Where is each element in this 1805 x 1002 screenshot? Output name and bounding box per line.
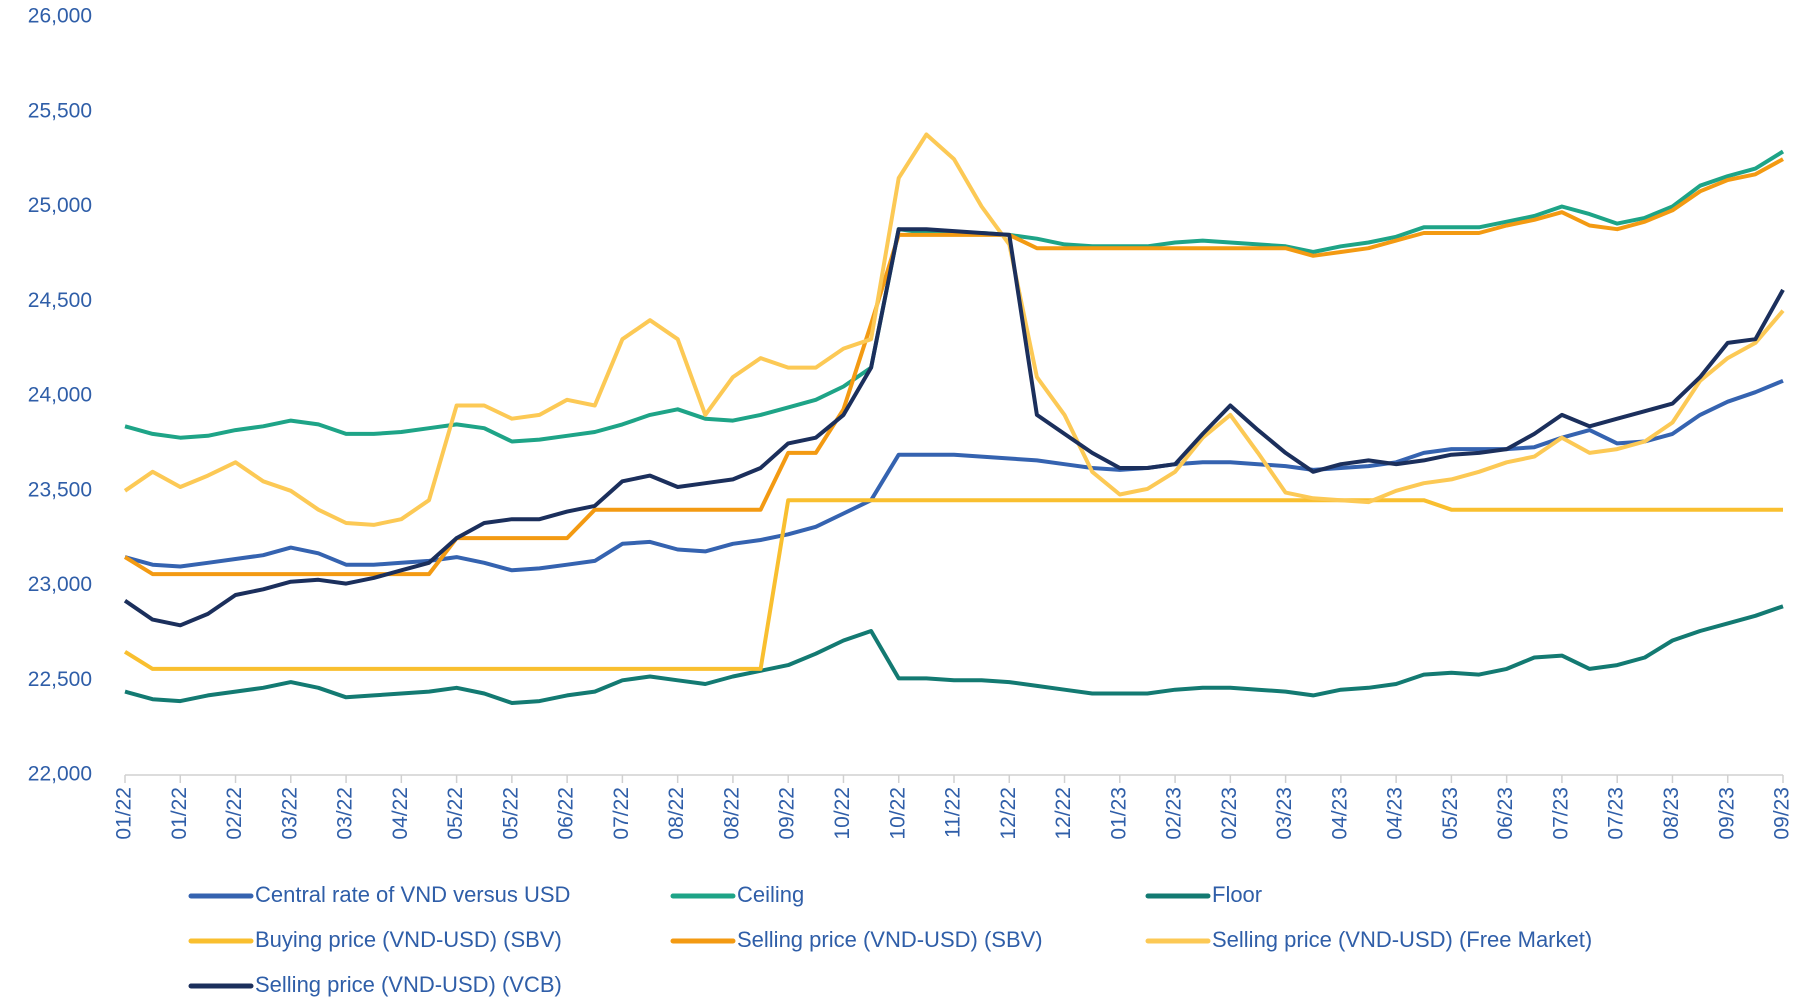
- series-line: [123, 498, 1783, 671]
- y-tick-label: 22,000: [28, 763, 92, 786]
- legend-label: Floor: [1212, 882, 1262, 907]
- x-tick-label: 04/23: [1328, 787, 1351, 840]
- legend-label: Ceiling: [737, 882, 804, 907]
- x-tick-label: 08/22: [665, 787, 688, 840]
- x-tick-label: 11/22: [942, 787, 965, 838]
- x-tick-label: 02/22: [223, 787, 246, 840]
- x-tick-label: 01/22: [168, 787, 191, 840]
- x-tick-label: 07/23: [1549, 787, 1572, 840]
- legend-label: Selling price (VND-USD) (VCB): [255, 972, 562, 997]
- x-tick-label: 06/22: [555, 787, 578, 840]
- x-tick-label: 01/23: [1107, 787, 1130, 840]
- x-tick-label: 12/22: [997, 787, 1020, 840]
- series-line: [123, 132, 1785, 527]
- x-tick-label: 06/23: [1494, 787, 1517, 840]
- legend-label: Buying price (VND-USD) (SBV): [255, 927, 562, 952]
- y-tick-label: 26,000: [28, 5, 92, 28]
- y-tick-label: 24,000: [28, 384, 92, 407]
- legend-label: Selling price (VND-USD) (Free Market): [1212, 927, 1592, 952]
- x-tick-label: 10/22: [831, 787, 854, 840]
- x-tick-label: 09/22: [776, 787, 799, 840]
- x-tick-label: 04/22: [389, 787, 412, 840]
- x-tick-label: 03/22: [334, 787, 357, 840]
- y-tick-label: 23,000: [28, 573, 92, 596]
- series-line: [124, 378, 1784, 573]
- series-line: [123, 157, 1784, 577]
- x-tick-label: 02/23: [1218, 787, 1241, 840]
- x-tick-label: 05/22: [499, 787, 522, 840]
- x-tick-label: 05/22: [444, 787, 467, 840]
- x-tick-label: 01/22: [113, 787, 136, 840]
- legend-label: Selling price (VND-USD) (SBV): [737, 927, 1043, 952]
- series-line: [123, 227, 1785, 628]
- y-tick-label: 22,500: [28, 668, 92, 691]
- x-tick-label: 03/23: [1273, 787, 1296, 840]
- x-tick-label: 09/23: [1771, 787, 1794, 840]
- x-tick-label: 07/23: [1605, 787, 1628, 840]
- y-tick-label: 25,500: [28, 99, 92, 122]
- x-tick-label: 07/22: [610, 787, 633, 840]
- x-tick-label: 05/23: [1439, 787, 1462, 840]
- y-tick-label: 25,000: [28, 194, 92, 217]
- x-tick-label: 04/23: [1384, 787, 1407, 840]
- x-tick-label: 12/22: [1052, 787, 1075, 840]
- x-tick-label: 08/23: [1660, 787, 1683, 840]
- x-tick-label: 08/22: [720, 787, 743, 840]
- y-tick-label: 24,500: [28, 289, 92, 312]
- x-tick-label: 02/23: [1163, 787, 1186, 840]
- y-tick-label: 23,500: [28, 478, 92, 501]
- legend-label: Central rate of VND versus USD: [255, 882, 570, 907]
- series-line: [124, 149, 1785, 444]
- series-line: [124, 604, 1784, 705]
- x-tick-label: 09/23: [1715, 787, 1738, 840]
- x-tick-label: 10/22: [886, 787, 909, 840]
- x-tick-label: 03/22: [278, 787, 301, 840]
